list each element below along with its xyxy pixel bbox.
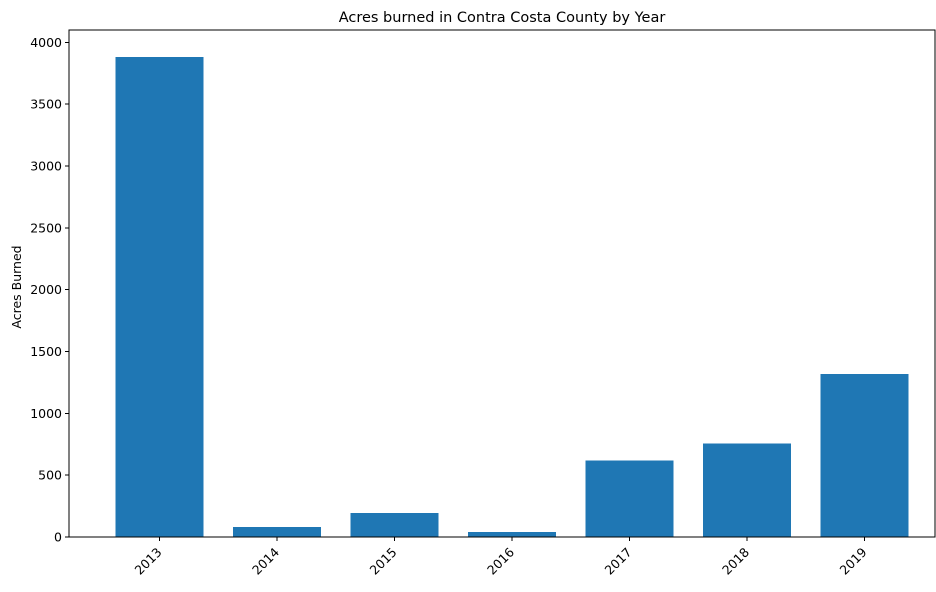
bar-2015 [350, 512, 439, 537]
x-tick-label-2017: 2017 [602, 545, 635, 578]
bars-group [115, 57, 909, 537]
y-tick-label-3500: 3500 [30, 97, 62, 112]
plot-frame [68, 29, 936, 538]
x-tick-label-2016: 2016 [484, 544, 517, 577]
chart-title: Acres burned in Contra Costa County by Y… [339, 10, 666, 26]
y-tick-label-2000: 2000 [30, 282, 62, 297]
x-tick-label-2013: 2013 [131, 545, 164, 578]
y-tick-label-1500: 1500 [30, 344, 62, 359]
bar-2017 [585, 460, 674, 537]
x-tick-label-2015: 2015 [367, 545, 400, 578]
y-axis-label: Acres Burned [9, 245, 24, 328]
x-tick-label-2018: 2018 [719, 544, 752, 577]
y-tick-label-3000: 3000 [30, 159, 62, 174]
y-axis: 0 500 1000 1500 2000 2500 3000 3500 4000 [30, 35, 69, 545]
bar-2014 [232, 527, 321, 537]
x-tick-label-2014: 2014 [249, 544, 282, 577]
y-tick-label-1000: 1000 [30, 406, 62, 421]
y-tick-label-2500: 2500 [30, 220, 62, 235]
bar-2016 [467, 532, 556, 537]
x-tick-label-2019: 2019 [837, 544, 870, 577]
x-axis: 2013 2014 2015 2016 2017 2018 2019 [131, 537, 870, 578]
y-tick-label-500: 500 [38, 468, 62, 483]
y-tick-label-0: 0 [54, 530, 62, 545]
y-tick-label-4000: 4000 [30, 35, 62, 50]
bar-2018 [702, 443, 791, 537]
bar-2019 [820, 373, 909, 537]
bar-2013 [115, 57, 204, 537]
